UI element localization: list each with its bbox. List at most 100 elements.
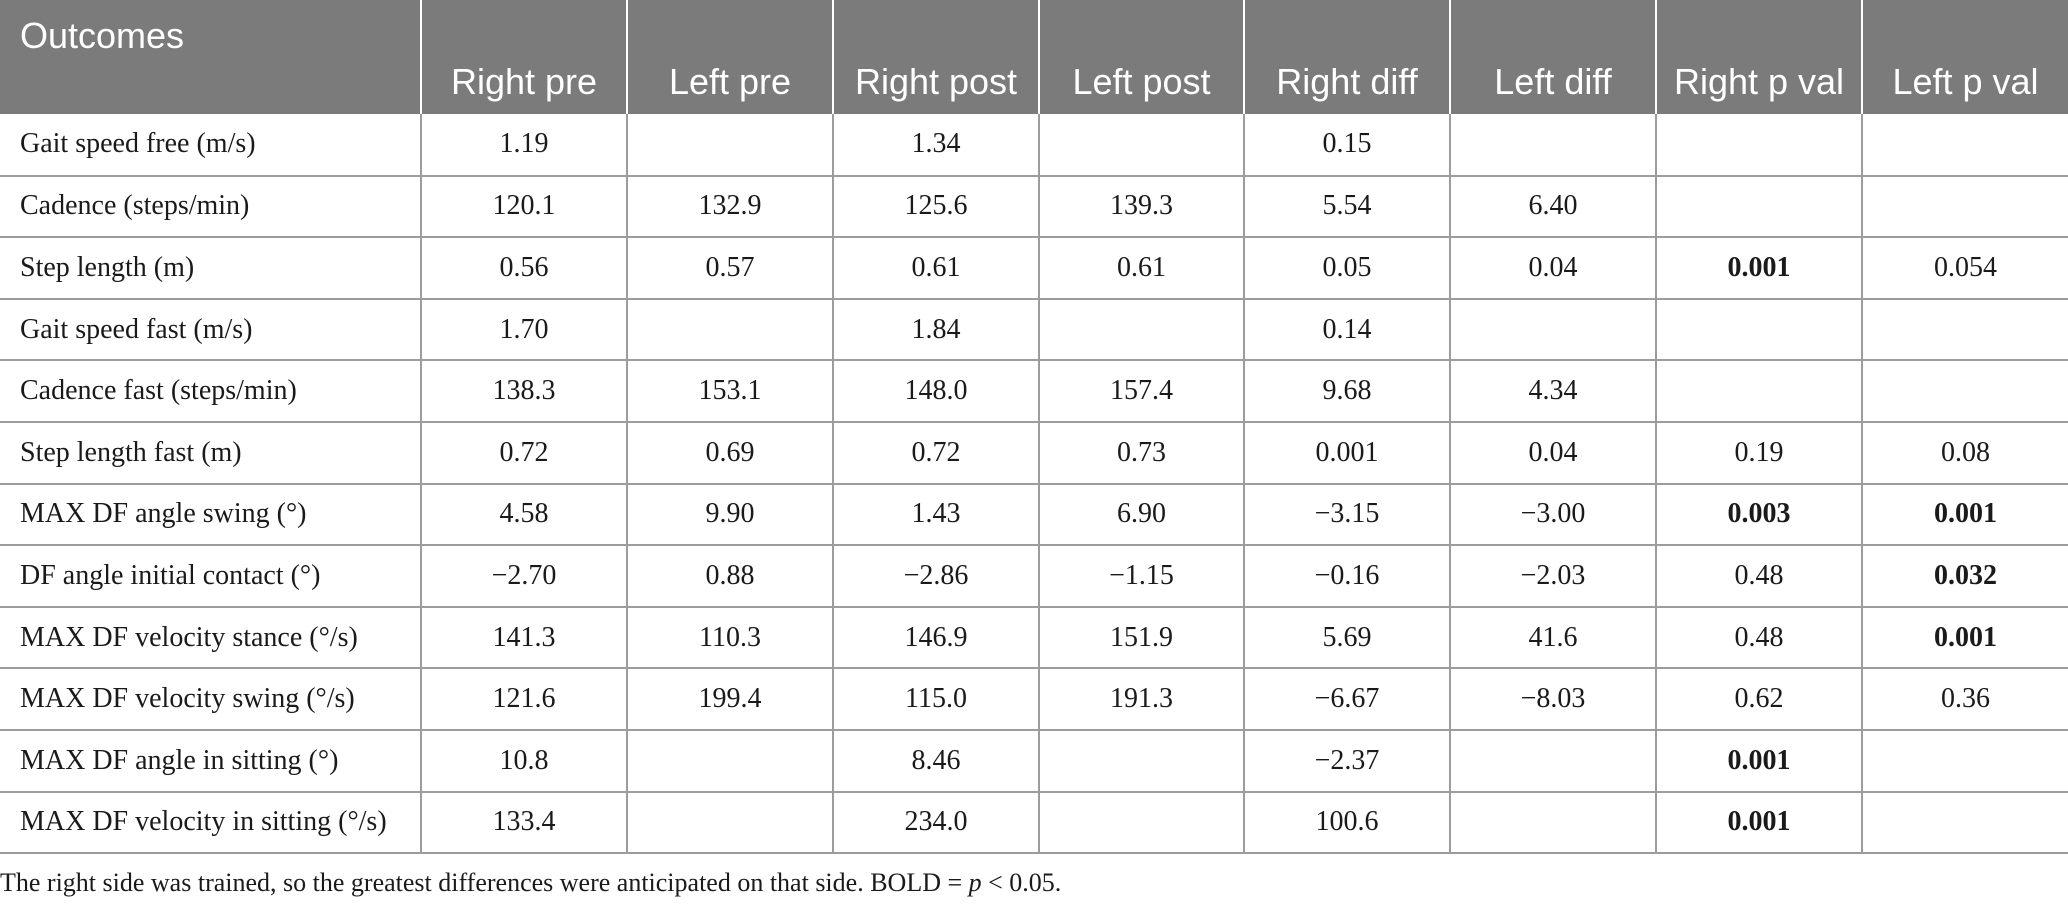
cell-left-post — [1038, 729, 1244, 793]
cell-left-diff: 4.34 — [1449, 360, 1656, 423]
cell-right-pre: 0.72 — [420, 421, 627, 485]
table-row: Gait speed free (m/s) 1.19 1.34 0.15 — [0, 114, 2068, 177]
cell-left-post — [1038, 791, 1244, 855]
cell-right-pre: 120.1 — [420, 175, 627, 239]
cell-right-p-val: 0.003 — [1655, 483, 1862, 547]
footnote-text-end: < 0.05. — [981, 868, 1062, 897]
cell-right-pre: 1.70 — [420, 298, 627, 362]
cell-right-diff: 5.69 — [1243, 606, 1450, 670]
table-row: MAX DF velocity stance (°/s) 141.3 110.3 14… — [0, 606, 2068, 670]
cell-right-post: 0.61 — [832, 237, 1039, 300]
cell-left-pre: 199.4 — [626, 668, 833, 731]
cell-right-post: 1.43 — [832, 483, 1039, 547]
cell-left-pre: 110.3 — [626, 606, 833, 670]
cell-right-p-val: 0.48 — [1655, 606, 1862, 670]
cell-left-diff — [1449, 298, 1656, 362]
cell-outcome: Cadence fast (steps/min) — [0, 360, 421, 423]
table-body: Gait speed free (m/s) 1.19 1.34 0.15 Cadence… — [0, 114, 2068, 855]
header-left-post: Left post — [1038, 0, 1244, 114]
cell-left-p-val: 0.36 — [1861, 668, 2068, 731]
cell-right-post: 146.9 — [832, 606, 1039, 670]
cell-left-pre — [626, 114, 833, 177]
header-right-diff: Right diff — [1243, 0, 1450, 114]
cell-right-p-val: 0.001 — [1655, 237, 1862, 300]
cell-outcome: MAX DF velocity swing (°/s) — [0, 668, 421, 731]
cell-right-diff: −6.67 — [1243, 668, 1450, 731]
cell-right-post: 8.46 — [832, 729, 1039, 793]
table-row: MAX DF velocity swing (°/s) 121.6 199.4 115… — [0, 668, 2068, 731]
cell-left-p-val — [1861, 360, 2068, 423]
cell-right-pre: 141.3 — [420, 606, 627, 670]
table-row: DF angle initial contact (°) −2.70 0.88 −2.… — [0, 545, 2068, 608]
header-left-diff: Left diff — [1449, 0, 1656, 114]
results-table-container: Outcomes Right pre Left pre Right post L… — [0, 0, 2068, 855]
table-row: Step length (m) 0.56 0.57 0.61 0.61 0.05 0.04 0… — [0, 237, 2068, 300]
cell-left-pre — [626, 729, 833, 793]
cell-right-post: 234.0 — [832, 791, 1039, 855]
cell-left-post: 0.73 — [1038, 421, 1244, 485]
cell-right-diff: 100.6 — [1243, 791, 1450, 855]
footnote-text: The right side was trained, so the great… — [0, 868, 969, 897]
cell-right-pre: 121.6 — [420, 668, 627, 731]
cell-right-post: 1.34 — [832, 114, 1039, 177]
cell-left-pre: 153.1 — [626, 360, 833, 423]
cell-right-post: 0.72 — [832, 421, 1039, 485]
cell-right-diff: 5.54 — [1243, 175, 1450, 239]
cell-right-pre: −2.70 — [420, 545, 627, 608]
cell-right-diff: −0.16 — [1243, 545, 1450, 608]
cell-outcome: MAX DF angle swing (°) — [0, 483, 421, 547]
table-footnote: The right side was trained, so the great… — [0, 868, 1061, 898]
cell-left-post: 151.9 — [1038, 606, 1244, 670]
cell-outcome: Gait speed free (m/s) — [0, 114, 421, 177]
cell-right-pre: 0.56 — [420, 237, 627, 300]
cell-right-p-val — [1655, 114, 1862, 177]
cell-right-post: 115.0 — [832, 668, 1039, 731]
cell-left-p-val: 0.032 — [1861, 545, 2068, 608]
cell-left-diff: 0.04 — [1449, 237, 1656, 300]
cell-right-p-val: 0.001 — [1655, 729, 1862, 793]
cell-left-p-val — [1861, 298, 2068, 362]
cell-right-p-val — [1655, 175, 1862, 239]
header-right-post: Right post — [832, 0, 1039, 114]
table-row: Cadence (steps/min) 120.1 132.9 125.6 139.3 5… — [0, 175, 2068, 239]
cell-right-p-val — [1655, 360, 1862, 423]
cell-outcome: MAX DF velocity stance (°/s) — [0, 606, 421, 670]
cell-right-diff: −2.37 — [1243, 729, 1450, 793]
cell-left-diff — [1449, 729, 1656, 793]
cell-right-p-val: 0.62 — [1655, 668, 1862, 731]
cell-right-pre: 10.8 — [420, 729, 627, 793]
cell-left-pre: 9.90 — [626, 483, 833, 547]
cell-left-p-val — [1861, 114, 2068, 177]
footnote-p-symbol: p — [968, 868, 982, 897]
table-row: Step length fast (m) 0.72 0.69 0.72 0.73 0.00… — [0, 421, 2068, 485]
header-left-pre: Left pre — [626, 0, 833, 114]
header-right-p-val: Right p val — [1655, 0, 1862, 114]
cell-left-pre: 0.88 — [626, 545, 833, 608]
cell-left-p-val — [1861, 175, 2068, 239]
cell-left-post: −1.15 — [1038, 545, 1244, 608]
cell-right-p-val: 0.001 — [1655, 791, 1862, 855]
cell-right-pre: 133.4 — [420, 791, 627, 855]
table-row: MAX DF velocity in sitting (°/s) 133.4 234… — [0, 791, 2068, 855]
cell-outcome: Step length (m) — [0, 237, 421, 300]
cell-left-post: 139.3 — [1038, 175, 1244, 239]
cell-left-p-val: 0.08 — [1861, 421, 2068, 485]
cell-left-post — [1038, 298, 1244, 362]
cell-right-pre: 4.58 — [420, 483, 627, 547]
cell-right-post: 148.0 — [832, 360, 1039, 423]
cell-right-p-val — [1655, 298, 1862, 362]
cell-right-p-val: 0.48 — [1655, 545, 1862, 608]
cell-right-post: 1.84 — [832, 298, 1039, 362]
cell-left-pre: 132.9 — [626, 175, 833, 239]
cell-left-diff: 41.6 — [1449, 606, 1656, 670]
header-left-p-val: Left p val — [1861, 0, 2068, 114]
cell-left-diff: −3.00 — [1449, 483, 1656, 547]
cell-right-p-val: 0.19 — [1655, 421, 1862, 485]
cell-right-diff: 9.68 — [1243, 360, 1450, 423]
table-header: Outcomes Right pre Left pre Right post L… — [0, 0, 2068, 114]
cell-left-diff — [1449, 791, 1656, 855]
header-right-pre: Right pre — [420, 0, 627, 114]
cell-left-post: 157.4 — [1038, 360, 1244, 423]
cell-left-pre: 0.69 — [626, 421, 833, 485]
cell-right-pre: 138.3 — [420, 360, 627, 423]
